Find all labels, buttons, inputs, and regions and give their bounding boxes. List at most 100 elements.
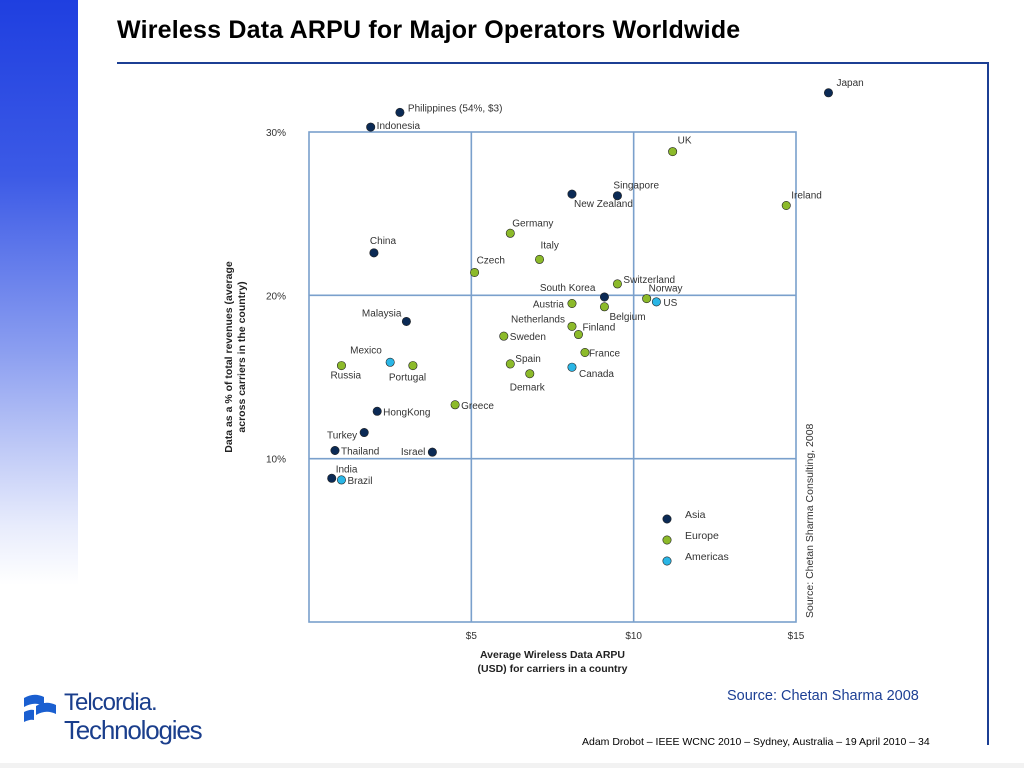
chart-legend: Asia Europe Americas bbox=[662, 509, 729, 566]
legend-marker bbox=[662, 514, 672, 524]
data-point-label: Demark bbox=[510, 383, 546, 394]
data-point-americas bbox=[385, 357, 395, 367]
x-tick-label: $15 bbox=[788, 631, 805, 642]
data-point-asia bbox=[369, 248, 379, 258]
chart-points: Japan Philippines (54%, $3) Indonesia Singa… bbox=[327, 78, 864, 487]
x-tick-label: $10 bbox=[625, 631, 642, 642]
data-point-label: Thailand bbox=[341, 447, 379, 458]
data-point-label: Norway bbox=[649, 284, 683, 295]
data-point-europe bbox=[580, 347, 590, 357]
data-point-label: UK bbox=[678, 136, 692, 147]
data-point-label: Greece bbox=[461, 401, 494, 412]
legend-label: Americas bbox=[685, 551, 729, 563]
legend-label: Asia bbox=[685, 509, 706, 521]
data-point-americas bbox=[567, 362, 577, 372]
title-divider bbox=[117, 62, 989, 64]
data-point-europe bbox=[336, 361, 346, 371]
data-point-label: China bbox=[370, 236, 397, 247]
data-point-label: Philippines (54%, $3) bbox=[408, 103, 503, 114]
data-point-americas bbox=[336, 475, 346, 485]
y-tick-label: 30% bbox=[266, 128, 286, 139]
data-point-europe bbox=[499, 331, 509, 341]
data-point-europe bbox=[599, 302, 609, 312]
data-point-label: Malaysia bbox=[362, 308, 402, 319]
data-point-label: India bbox=[336, 464, 358, 475]
data-point-europe bbox=[612, 279, 622, 289]
data-point-label: Sweden bbox=[510, 332, 546, 343]
data-point-europe bbox=[668, 147, 678, 157]
data-point-label: Portugal bbox=[389, 373, 426, 384]
data-point-asia bbox=[427, 447, 437, 457]
logo-wordmark-line1: Telcordia. bbox=[64, 689, 158, 716]
data-point-europe bbox=[567, 298, 577, 308]
data-point-asia bbox=[330, 445, 340, 455]
legend-marker bbox=[662, 556, 672, 566]
chart-ticks: $5 $10 $15 10% 20% 30% bbox=[266, 128, 805, 642]
data-point-label: Spain bbox=[515, 354, 541, 365]
data-point-label: Czech bbox=[477, 255, 505, 266]
x-tick-label: $5 bbox=[466, 631, 478, 642]
chart-grid bbox=[308, 131, 797, 623]
data-point-label: Germany bbox=[512, 218, 553, 229]
data-point-label: Brazil bbox=[347, 476, 372, 487]
plot-frame bbox=[308, 131, 797, 623]
y-axis-title: Data as a % of total revenues (averageac… bbox=[223, 261, 248, 453]
data-point-label: Netherlands bbox=[511, 314, 565, 325]
data-point-asia bbox=[372, 406, 382, 416]
data-point-label: Russia bbox=[330, 371, 361, 382]
chart-axis-labels: Average Wireless Data ARPU (USD) for carr… bbox=[223, 261, 816, 675]
data-point-europe bbox=[450, 400, 460, 410]
side-gradient-bar bbox=[0, 0, 78, 585]
slide-footer: Adam Drobot – IEEE WCNC 2010 – Sydney, A… bbox=[582, 736, 930, 748]
data-point-label: Turkey bbox=[327, 431, 357, 442]
data-point-europe bbox=[505, 359, 515, 369]
data-point-asia bbox=[359, 428, 369, 438]
telcordia-logo-icon bbox=[24, 694, 56, 722]
data-point-asia bbox=[366, 122, 376, 132]
data-point-europe bbox=[567, 321, 577, 331]
data-point-asia bbox=[612, 191, 622, 201]
data-point-asia bbox=[401, 316, 411, 326]
data-point-europe bbox=[470, 267, 480, 277]
data-point-asia bbox=[395, 107, 405, 117]
logo-wordmark-line2: Technologies bbox=[64, 715, 203, 745]
data-point-label: Indonesia bbox=[377, 121, 421, 132]
source-caption: Source: Chetan Sharma 2008 bbox=[727, 688, 919, 704]
legend-label: Europe bbox=[685, 530, 719, 542]
data-point-americas bbox=[651, 297, 661, 307]
data-point-europe bbox=[535, 254, 545, 264]
data-point-label: Singapore bbox=[613, 181, 659, 192]
data-point-europe bbox=[408, 361, 418, 371]
data-point-asia bbox=[567, 189, 577, 199]
data-point-europe bbox=[573, 330, 583, 340]
data-point-label: Finland bbox=[582, 323, 615, 334]
data-point-europe bbox=[525, 369, 535, 379]
data-point-europe bbox=[781, 201, 791, 211]
data-point-label: France bbox=[589, 349, 621, 360]
data-point-label: Ireland bbox=[791, 191, 822, 202]
y-tick-label: 10% bbox=[266, 455, 286, 466]
data-point-label: Canada bbox=[579, 369, 614, 380]
data-point-asia bbox=[823, 88, 833, 98]
bottom-band bbox=[0, 763, 1024, 768]
data-point-label: Belgium bbox=[609, 312, 645, 323]
data-point-label: Italy bbox=[541, 240, 559, 251]
data-point-asia bbox=[327, 473, 337, 483]
data-point-label: HongKong bbox=[383, 407, 430, 418]
legend-marker bbox=[662, 535, 672, 545]
data-point-label: Austria bbox=[533, 300, 565, 311]
data-point-asia bbox=[599, 292, 609, 302]
x-axis-title: Average Wireless Data ARPU (USD) for carr… bbox=[478, 649, 628, 675]
data-point-label: Switzerland bbox=[623, 275, 675, 286]
data-point-label: New Zealand bbox=[574, 199, 633, 210]
data-point-europe bbox=[642, 294, 652, 304]
right-divider bbox=[987, 62, 989, 745]
chart-source-note: Source: Chetan Sharma Consulting, 2008 bbox=[804, 423, 816, 618]
data-point-label: Israel bbox=[401, 447, 425, 458]
data-point-label: Japan bbox=[836, 78, 863, 89]
y-tick-label: 20% bbox=[266, 291, 286, 302]
data-point-europe bbox=[505, 228, 515, 238]
data-point-label: US bbox=[663, 298, 677, 309]
slide-title: Wireless Data ARPU for Major Operators W… bbox=[117, 16, 741, 44]
